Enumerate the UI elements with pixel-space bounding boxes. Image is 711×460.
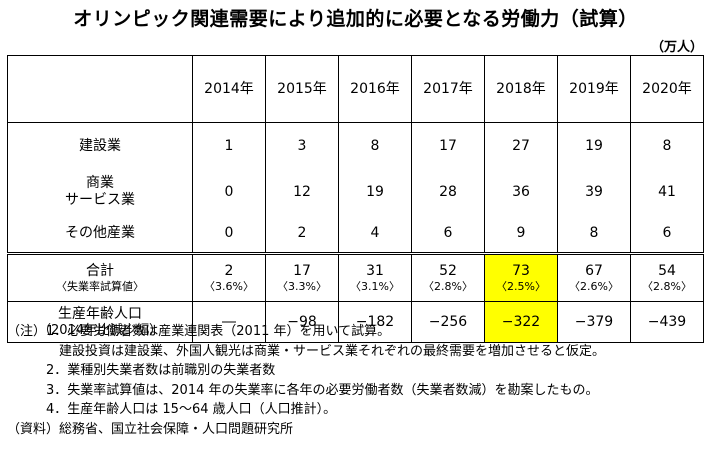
total-value: 17 (293, 263, 311, 279)
col-header: 2014年 (192, 55, 266, 123)
cell-value: 28 (411, 169, 485, 215)
cell-value: 9 (484, 215, 558, 254)
cell-value: 1 (192, 122, 266, 169)
note-line: 4．生産年齢人口は 15～64 歳人口（人口推計）。 (7, 402, 337, 417)
header-corner (7, 55, 193, 123)
cell-value: 3 (265, 122, 339, 169)
row-label: 建設業 (7, 122, 193, 169)
cell-value-highlight: 73 〈2.5%〉 (484, 252, 558, 302)
note-line: （注）1．必要労働者数は産業連関表（2011 年）を用いて試算。 (7, 324, 391, 339)
rate-value: 〈2.8%〉 (642, 280, 692, 293)
cell-value: ― (192, 301, 266, 343)
col-header: 2018年 (484, 55, 558, 123)
cell-value: 6 (411, 215, 485, 254)
cell-value: 17 〈3.3%〉 (265, 252, 339, 302)
col-header: 2017年 (411, 55, 485, 123)
note-line: 3．失業率試算値は、2014 年の失業率に各年の必要労働者数（失業者数減）を勘案… (7, 382, 599, 398)
total-value: 31 (366, 263, 384, 279)
cell-value: 4 (338, 215, 412, 254)
col-header: 2016年 (338, 55, 412, 123)
total-value: 67 (585, 263, 603, 279)
source-line: （資料）総務省、国立社会保障・人口問題研究所 (7, 421, 294, 437)
cell-value-highlight: −322 (484, 301, 558, 343)
cell-value: 36 (484, 169, 558, 215)
notes-block: （注）1．必要労働者数は産業連関表（2011 年）を用いて試算。 建設投資は建設… (7, 322, 707, 439)
cell-value: 31 〈3.1%〉 (338, 252, 412, 302)
rate-value: 〈2.8%〉 (423, 280, 473, 293)
total-value: 2 (224, 263, 234, 279)
row-label-main: 合計 (86, 263, 114, 279)
cell-value: −182 (338, 301, 412, 343)
total-value: 73 (512, 263, 530, 279)
row-label-sub: 〈失業率試算値〉 (56, 280, 144, 293)
cell-value: 39 (557, 169, 631, 215)
col-header: 2015年 (265, 55, 339, 123)
cell-value: 17 (411, 122, 485, 169)
cell-value: 0 (192, 169, 266, 215)
cell-value: 12 (265, 169, 339, 215)
cell-value: −379 (557, 301, 631, 343)
total-value: 54 (658, 263, 676, 279)
cell-value: 6 (630, 215, 704, 254)
rate-value: 〈2.5%〉 (496, 280, 546, 293)
total-value: 52 (439, 263, 457, 279)
cell-value: 27 (484, 122, 558, 169)
col-header: 2019年 (557, 55, 631, 123)
rate-value: 〈3.6%〉 (204, 280, 254, 293)
cell-value: 2 〈3.6%〉 (192, 252, 266, 302)
rate-value: 〈2.6%〉 (569, 280, 619, 293)
cell-value: 54 〈2.8%〉 (630, 252, 704, 302)
header-row: 2014年 2015年 2016年 2017年 2018年 2019年 2020… (7, 55, 704, 123)
cell-value: −439 (630, 301, 704, 343)
table-row-other: その他産業 0 2 4 6 9 8 6 (7, 215, 704, 254)
row-label: その他産業 (7, 215, 193, 254)
row-label-main: 生産年齢人口 (58, 306, 142, 322)
unit-label: （万人） (650, 40, 703, 55)
table-row-total: 合計 〈失業率試算値〉 2 〈3.6%〉 17 〈3.3%〉 31 〈3.1%〉 52… (7, 252, 704, 302)
col-header: 2020年 (630, 55, 704, 123)
row-label: 商業 サービス業 (7, 169, 193, 215)
cell-value: 8 (338, 122, 412, 169)
cell-value: 8 (630, 122, 704, 169)
rate-value: 〈3.3%〉 (277, 280, 327, 293)
row-label: 生産年齢人口 （2014年比減少幅） (7, 301, 193, 343)
note-line: 2．業種別失業者数は前職別の失業者数 (7, 363, 276, 378)
cell-value: 8 (557, 215, 631, 254)
cell-value: 19 (557, 122, 631, 169)
note-line: 建設投資は建設業、外国人観光は商業・サービス業それぞれの最終需要を増加させると仮… (7, 343, 606, 359)
row-label-line1: 商業 (86, 175, 114, 191)
table-row-construction: 建設業 1 3 8 17 27 19 8 (7, 122, 704, 169)
row-label-sub: （2014年比減少幅） (37, 323, 163, 338)
cell-value: 52 〈2.8%〉 (411, 252, 485, 302)
cell-value: 41 (630, 169, 704, 215)
cell-value: 2 (265, 215, 339, 254)
labor-table: 2014年 2015年 2016年 2017年 2018年 2019年 2020… (7, 55, 704, 343)
cell-value: −98 (265, 301, 339, 343)
cell-value: 0 (192, 215, 266, 254)
table-row-commerce: 商業 サービス業 0 12 19 28 36 39 41 (7, 169, 704, 215)
rate-value: 〈3.1%〉 (350, 280, 400, 293)
page-title: オリンピック関連需要により追加的に必要となる労働力（試算） (73, 8, 638, 30)
row-label: 合計 〈失業率試算値〉 (7, 252, 193, 302)
row-label-line2: サービス業 (65, 192, 135, 208)
cell-value: 67 〈2.6%〉 (557, 252, 631, 302)
table-row-population: 生産年齢人口 （2014年比減少幅） ― −98 −182 −256 −322 … (7, 301, 704, 343)
cell-value: 19 (338, 169, 412, 215)
